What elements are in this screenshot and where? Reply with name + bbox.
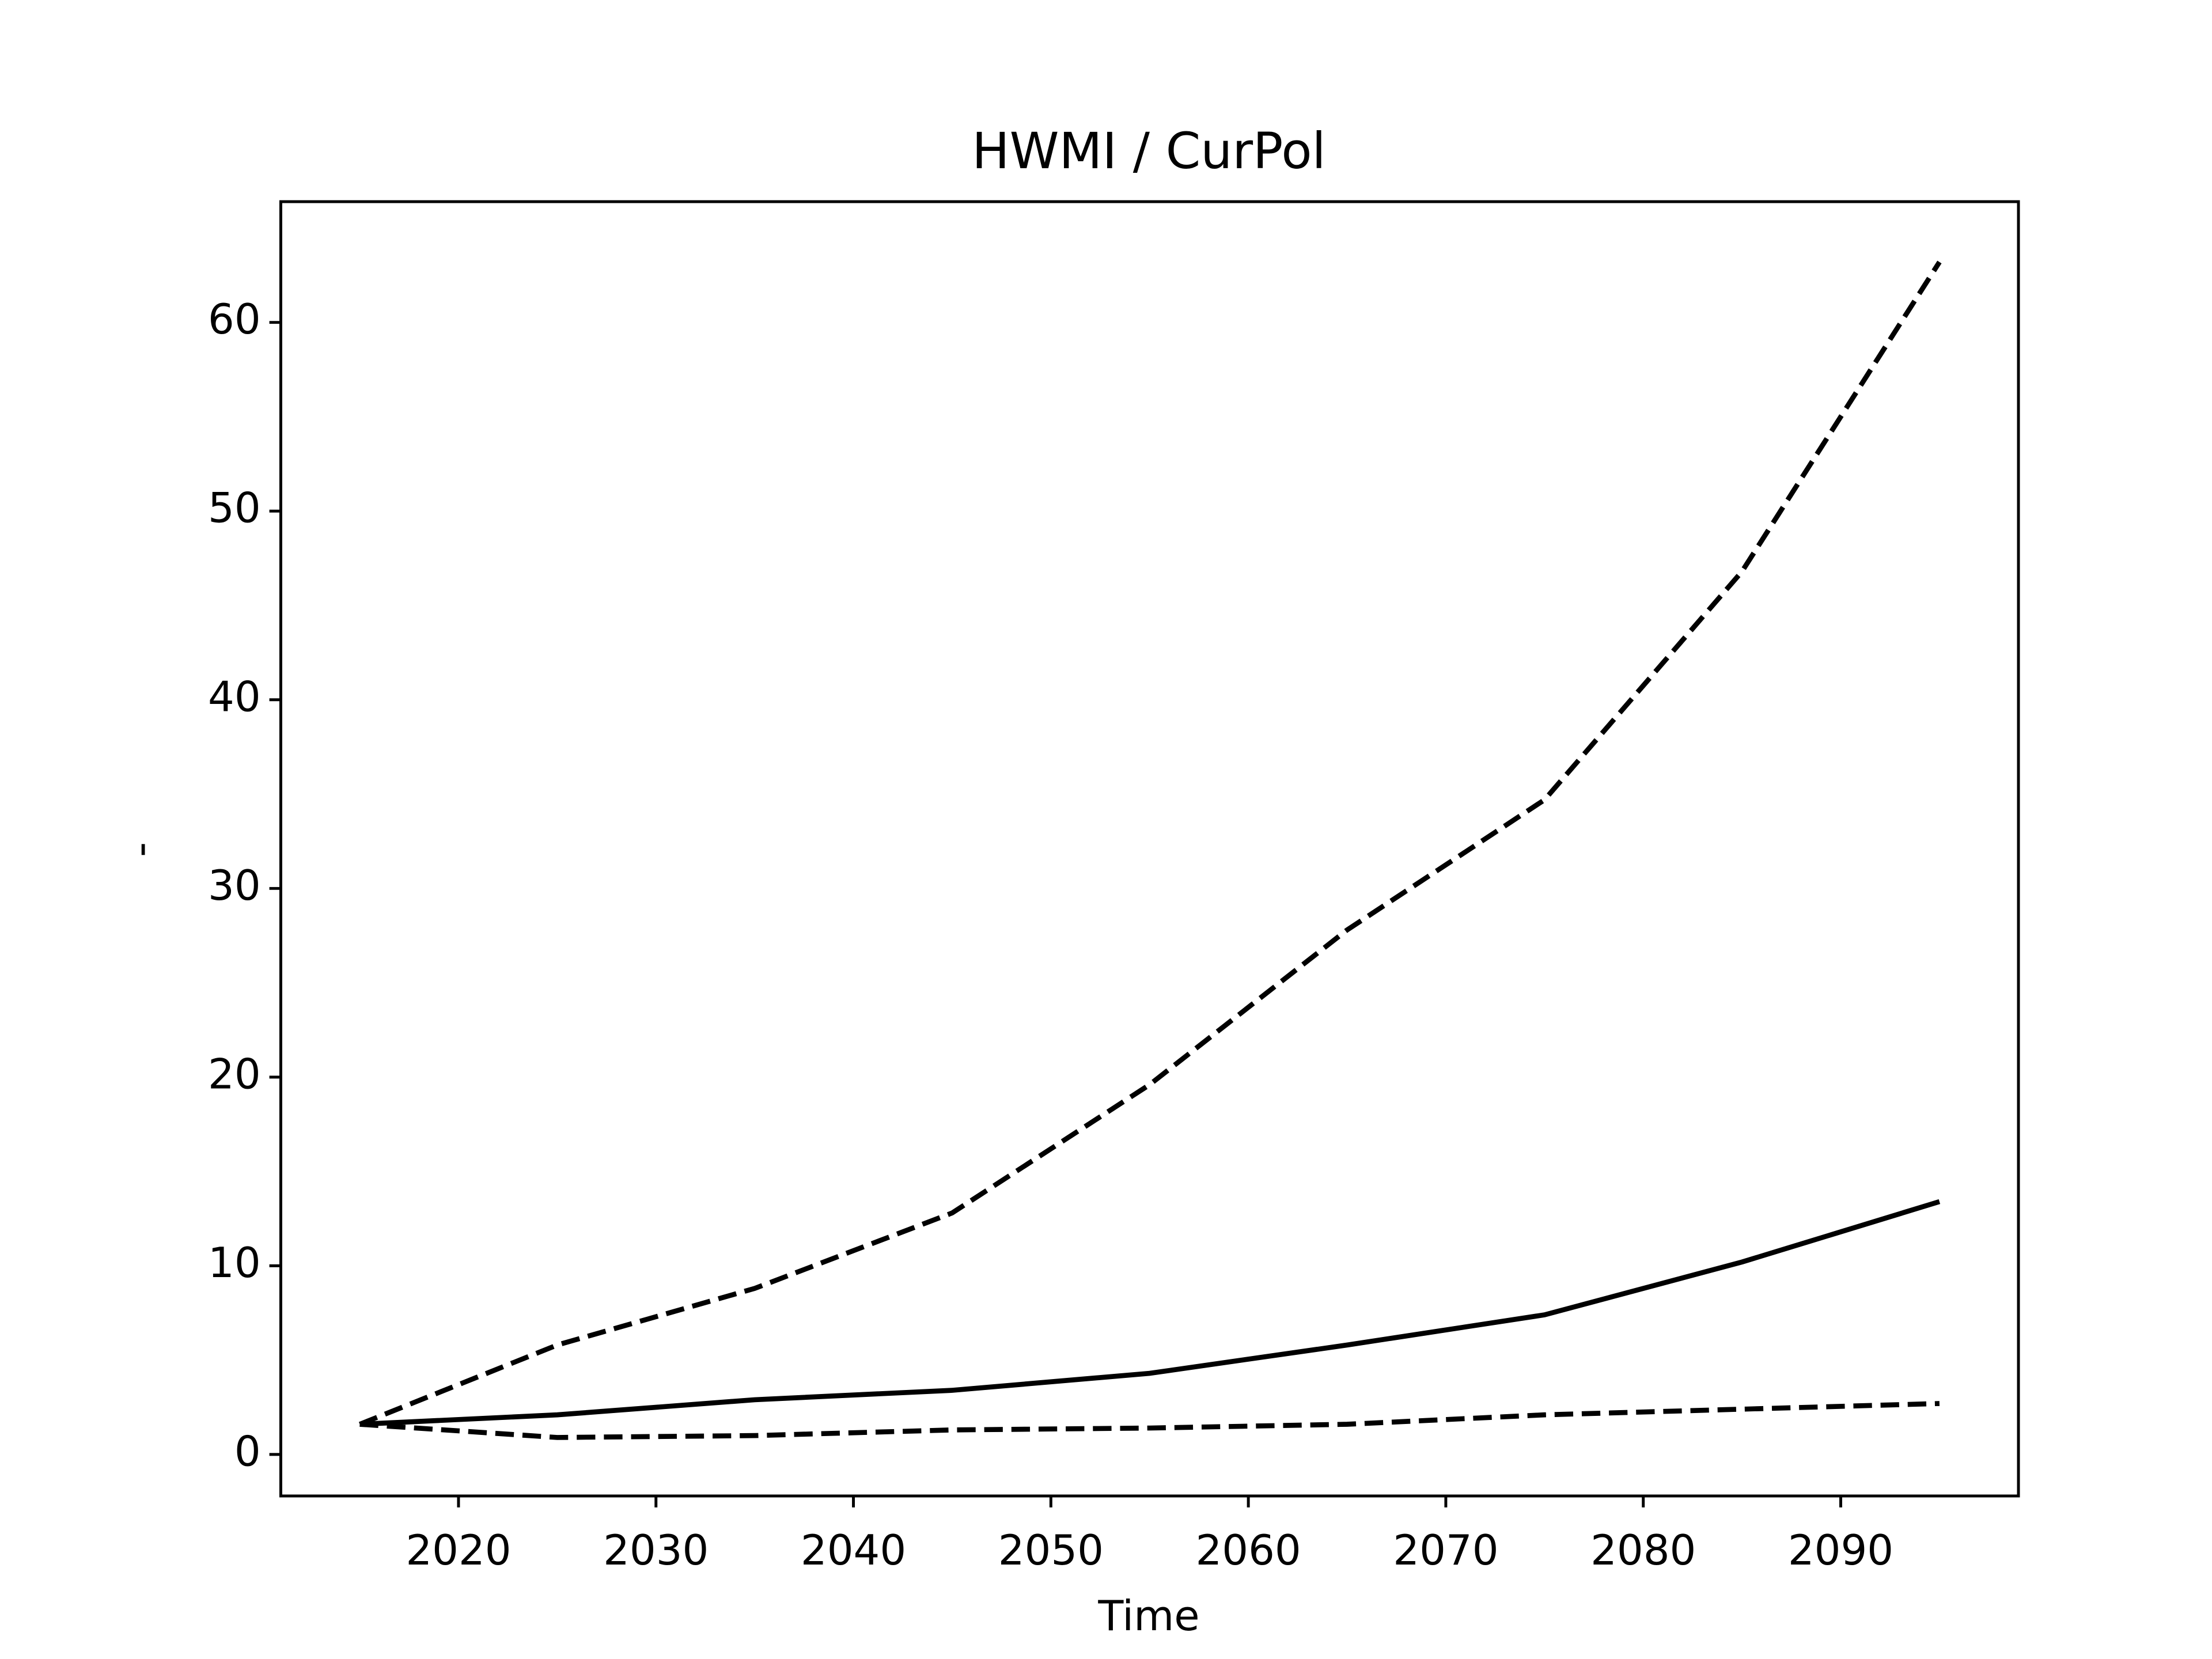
chart-title: HWMI / CurPol <box>972 122 1325 180</box>
x-tick-label: 2090 <box>1788 1526 1893 1574</box>
x-tick-label: 2050 <box>998 1526 1104 1574</box>
series-line <box>358 260 1942 1427</box>
y-tick-label: 0 <box>234 1427 261 1475</box>
x-tick-label: 2030 <box>603 1526 709 1574</box>
y-tick-label: 30 <box>208 861 261 910</box>
y-tick-label: 60 <box>208 295 261 343</box>
y-axis-label: - <box>116 842 165 857</box>
x-axis-label: Time <box>1097 1592 1199 1640</box>
y-tick-label: 10 <box>208 1238 261 1287</box>
x-tick-label: 2020 <box>406 1526 511 1574</box>
x-tick-label: 2080 <box>1590 1526 1696 1574</box>
x-tick-label: 2040 <box>801 1526 906 1574</box>
y-tick-label: 40 <box>208 672 261 721</box>
plot-frame <box>279 200 2020 1498</box>
x-tick-label: 2070 <box>1393 1526 1498 1574</box>
y-tick-label: 20 <box>208 1050 261 1098</box>
x-tick-label: 2060 <box>1196 1526 1301 1574</box>
series-line <box>359 1401 1940 1440</box>
series-line <box>359 1199 1941 1427</box>
y-tick-label: 50 <box>208 484 261 532</box>
